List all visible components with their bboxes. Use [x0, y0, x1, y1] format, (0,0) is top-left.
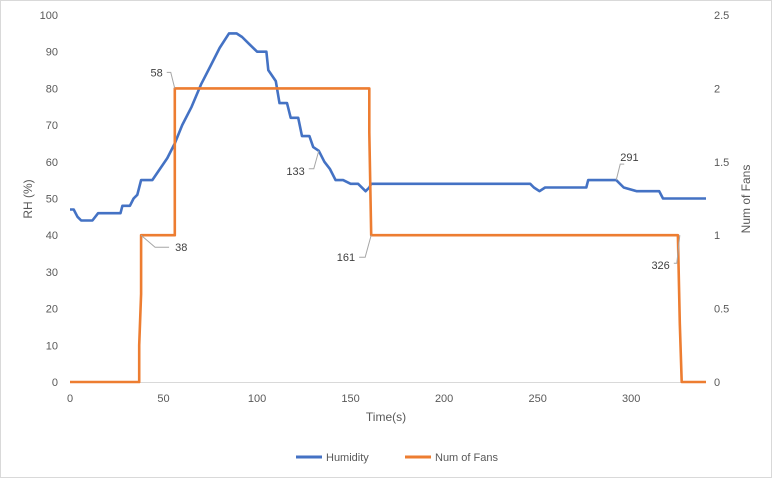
annotation-leader-line	[615, 163, 625, 181]
x-tick-label: 150	[341, 393, 359, 405]
humidity-series-line	[70, 32, 706, 222]
annotation-label: 161	[337, 252, 355, 264]
y-left-tick-label: 30	[46, 267, 58, 279]
annotation-layer: 38 58 133 161 291 326	[140, 67, 681, 272]
annotation-label: 133	[286, 166, 304, 178]
y-right-tick-label: 0	[714, 377, 720, 389]
axes: 0 50 100 150 200 250 3000102030405060708090100…	[40, 10, 730, 405]
annotation-leader-line	[673, 235, 681, 264]
y-left-axis-title: RH (%)	[21, 179, 35, 218]
legend: Humidity Num of Fans	[296, 452, 498, 464]
num-of-fans-series-line	[70, 87, 706, 384]
y-left-tick-label: 20	[46, 304, 58, 316]
y-left-tick-label: 70	[46, 120, 58, 132]
annotation-label: 38	[175, 242, 187, 254]
y-left-tick-label: 80	[46, 83, 58, 95]
y-right-tick-label: 1	[714, 230, 720, 242]
annotation-leader-line	[308, 150, 320, 170]
annotation-leader-line	[359, 235, 372, 258]
y-right-tick-label: 2.5	[714, 10, 729, 22]
x-tick-label: 0	[67, 393, 73, 405]
annotation-label: 291	[620, 152, 638, 164]
y-left-tick-label: 90	[46, 47, 58, 59]
legend-humidity-label: Humidity	[326, 452, 369, 464]
x-tick-label: 200	[435, 393, 453, 405]
annotation-leader-line	[140, 234, 170, 248]
x-tick-label: 250	[528, 393, 546, 405]
y-left-tick-label: 40	[46, 230, 58, 242]
legend-fans-label: Num of Fans	[435, 452, 498, 464]
y-left-tick-label: 50	[46, 194, 58, 206]
x-axis-title: Time(s)	[366, 410, 406, 424]
y-right-tick-label: 1.5	[714, 157, 729, 169]
y-right-tick-label: 0.5	[714, 304, 729, 316]
y-left-tick-label: 10	[46, 340, 58, 352]
y-right-axis-title: Num of Fans	[739, 165, 753, 234]
series-layer	[70, 32, 706, 384]
annotation-label: 326	[651, 260, 669, 272]
x-tick-label: 300	[622, 393, 640, 405]
x-tick-label: 50	[157, 393, 169, 405]
annotation-leader-line	[166, 71, 176, 89]
y-left-tick-label: 100	[40, 10, 58, 22]
y-left-tick-label: 60	[46, 157, 58, 169]
x-tick-label: 100	[248, 393, 266, 405]
annotation-label: 58	[151, 67, 163, 79]
y-right-tick-label: 2	[714, 83, 720, 95]
y-left-tick-label: 0	[52, 377, 58, 389]
